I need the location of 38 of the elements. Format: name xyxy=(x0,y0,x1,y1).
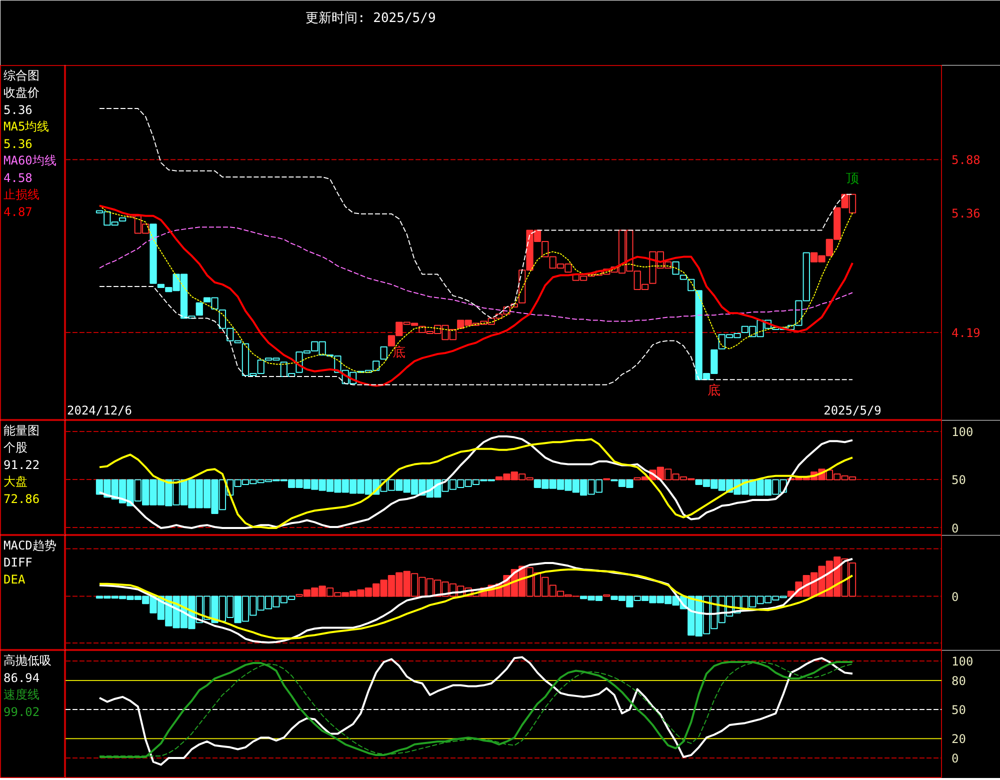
text: 个股 xyxy=(4,440,28,454)
text: 4.58 xyxy=(4,171,32,185)
y-tick-label: 50 xyxy=(952,703,966,718)
text: 72.86 xyxy=(4,492,40,506)
text: DEA xyxy=(4,572,26,586)
y-tick-label: 5.36 xyxy=(952,206,980,220)
text: DIFF xyxy=(4,556,32,570)
chart-title: 能量图 xyxy=(4,424,40,438)
y-tick-label: 100 xyxy=(952,425,974,439)
text: MA60均线 xyxy=(4,154,56,168)
chart-title: 综合图 xyxy=(4,68,40,82)
text: 99.02 xyxy=(4,705,40,719)
x-tick-label: 2025/5/9 xyxy=(824,404,882,418)
text: MA5均线 xyxy=(4,120,50,134)
text: 5.36 xyxy=(4,137,32,151)
y-tick-label: 4.19 xyxy=(952,326,980,340)
text: 高抛低吸 xyxy=(4,654,52,668)
y-tick-label: 5.88 xyxy=(952,153,980,168)
y-tick-label: 20 xyxy=(952,732,966,746)
y-tick-label: 0 xyxy=(952,751,959,766)
text: 4.87 xyxy=(4,205,32,219)
text: 底 xyxy=(392,346,406,361)
text: 速度线 xyxy=(4,688,40,702)
text: 止损线 xyxy=(4,188,40,202)
y-tick-label: 80 xyxy=(952,674,966,688)
chart-subtitle: 更新时间: 2025/5/9 xyxy=(306,11,436,26)
text: 收盘价 xyxy=(4,86,40,100)
text: 大盘 xyxy=(4,474,28,488)
chart-title: MACD趋势 xyxy=(4,538,56,552)
text: 5.36 xyxy=(4,103,32,117)
y-tick-label: 0 xyxy=(952,521,959,536)
y-tick-label: 100 xyxy=(952,654,974,669)
text: 91.22 xyxy=(4,458,40,472)
text: 86.94 xyxy=(4,671,40,685)
x-tick-label: 2024/12/6 xyxy=(66,404,132,418)
y-tick-label: 50 xyxy=(952,473,966,488)
text: 底 xyxy=(708,383,721,398)
text: 顶 xyxy=(846,171,859,186)
